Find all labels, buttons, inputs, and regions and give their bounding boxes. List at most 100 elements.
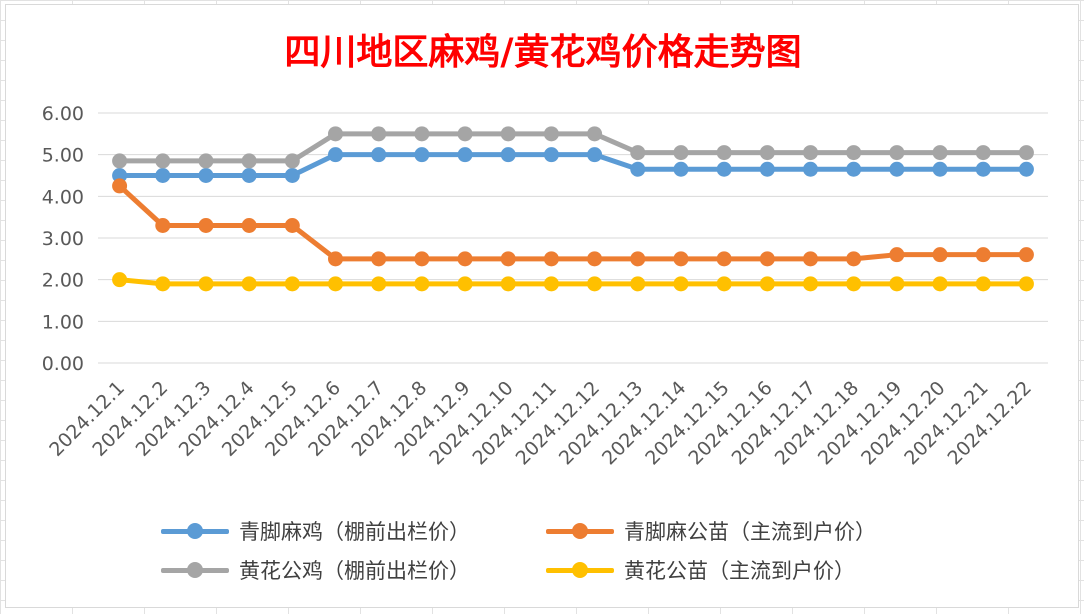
data-point	[803, 251, 818, 267]
legend-item-series-2: 青脚麻公苗（主流到户价）	[546, 515, 876, 547]
data-point	[371, 276, 387, 292]
data-point	[371, 251, 387, 267]
data-point	[198, 276, 214, 292]
series-1	[112, 147, 1034, 183]
data-point	[975, 161, 991, 177]
data-point	[414, 126, 430, 142]
y-tick-label: 2.00	[42, 270, 84, 292]
data-point	[112, 272, 128, 288]
y-tick-label: 3.00	[42, 228, 84, 250]
data-point	[889, 247, 905, 263]
data-point	[543, 126, 559, 142]
legend-item-series-3: 黄花公鸡（棚前出栏价）	[161, 554, 470, 586]
data-point	[716, 276, 732, 292]
data-point	[587, 251, 603, 267]
data-point	[759, 145, 775, 161]
data-point	[155, 153, 171, 169]
data-point	[543, 147, 559, 163]
legend-label-series-1: 青脚麻鸡（棚前出栏价）	[239, 520, 470, 544]
data-point	[284, 153, 300, 169]
data-point	[975, 276, 991, 292]
x-axis-ticks: 2024.12.12024.12.22024.12.32024.12.42024…	[45, 377, 1036, 469]
data-point	[198, 218, 214, 233]
data-point	[803, 276, 818, 292]
data-point	[241, 168, 257, 183]
series-2	[112, 178, 1034, 267]
data-point	[414, 251, 430, 267]
series-lines	[112, 126, 1034, 292]
data-point	[716, 161, 732, 177]
data-point	[889, 161, 905, 177]
data-point	[328, 126, 343, 142]
data-point	[889, 276, 905, 292]
data-point	[587, 147, 603, 163]
data-point	[673, 161, 689, 177]
legend-item-series-1: 青脚麻鸡（棚前出栏价）	[161, 515, 470, 547]
data-point	[371, 147, 387, 163]
y-tick-label: 6.00	[42, 103, 84, 125]
series-line	[119, 152, 1027, 178]
data-point	[889, 145, 905, 161]
data-point	[284, 218, 300, 233]
data-point	[1018, 145, 1034, 161]
data-point	[1018, 161, 1034, 177]
data-point	[673, 251, 689, 267]
data-point	[975, 145, 991, 161]
data-point	[932, 276, 948, 292]
legend-item-series-4: 黄花公苗（主流到户价）	[546, 554, 855, 586]
data-point	[673, 145, 689, 161]
y-tick-label: 1.00	[42, 311, 84, 333]
line-chart: 0.00 1.00 2.00 3.00 4.00 5.00 6.00 2024.12.120…	[42, 103, 1048, 469]
data-point	[457, 276, 473, 292]
data-point	[846, 251, 862, 267]
data-point	[759, 276, 775, 292]
legend-swatch-series-1	[161, 521, 229, 541]
data-point	[198, 153, 214, 169]
data-point	[328, 251, 343, 267]
legend-label-series-3: 黄花公鸡（棚前出栏价）	[239, 559, 470, 583]
data-point	[803, 145, 818, 161]
data-point	[803, 161, 818, 177]
data-point	[241, 218, 257, 233]
data-point	[500, 251, 516, 267]
series-line	[119, 131, 1027, 164]
data-point	[587, 276, 603, 292]
legend-label-series-2: 青脚麻公苗（主流到户价）	[624, 520, 876, 544]
data-point	[932, 161, 948, 177]
data-point	[500, 276, 516, 292]
y-tick-label: 4.00	[42, 186, 84, 208]
chart-container[interactable]: 四川地区麻鸡/黄花鸡价格走势图 0.00 1.00 2.00 3.00 4.00 5.00…	[5, 4, 1079, 608]
data-point	[846, 161, 862, 177]
data-point	[241, 276, 257, 292]
data-point	[155, 276, 171, 292]
data-point	[155, 168, 171, 183]
data-point	[414, 276, 430, 292]
data-point	[500, 126, 516, 142]
data-point	[673, 276, 689, 292]
data-point	[198, 168, 214, 183]
y-tick-label: 5.00	[42, 145, 84, 167]
data-point	[457, 147, 473, 163]
data-point	[630, 251, 646, 267]
data-point	[112, 168, 128, 183]
data-point	[155, 218, 171, 233]
data-point	[414, 147, 430, 163]
legend-swatch-series-2	[546, 521, 614, 541]
data-point	[1018, 276, 1034, 292]
data-point	[587, 126, 603, 142]
y-axis-ticks: 0.00 1.00 2.00 3.00 4.00 5.00 6.00	[42, 103, 84, 375]
data-point	[846, 145, 862, 161]
data-point	[716, 145, 732, 161]
data-point	[500, 147, 516, 163]
series-line	[119, 277, 1027, 287]
data-point	[328, 147, 343, 163]
data-point	[630, 145, 646, 161]
data-point	[284, 276, 300, 292]
data-point	[846, 276, 862, 292]
legend-label-series-4: 黄花公苗（主流到户价）	[624, 559, 855, 583]
data-point	[112, 178, 128, 194]
data-point	[932, 247, 948, 263]
data-point	[241, 153, 257, 169]
data-point	[543, 276, 559, 292]
legend-swatch-series-4	[546, 560, 614, 580]
